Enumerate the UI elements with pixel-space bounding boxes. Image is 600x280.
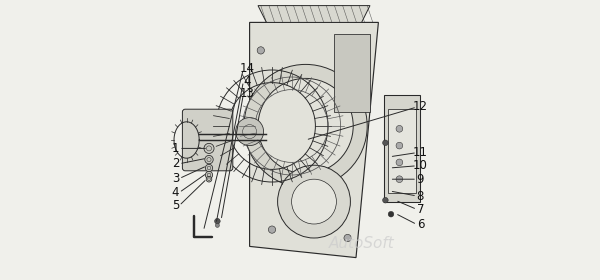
Circle shape (215, 223, 220, 227)
Circle shape (396, 176, 403, 183)
Text: 3: 3 (172, 172, 179, 185)
Text: 10: 10 (413, 159, 428, 172)
Text: 4: 4 (172, 186, 179, 199)
Text: 6: 6 (416, 218, 424, 231)
Circle shape (338, 47, 346, 54)
Circle shape (278, 165, 350, 238)
Circle shape (344, 234, 351, 242)
Circle shape (204, 143, 214, 153)
Text: 13: 13 (240, 87, 255, 100)
Circle shape (205, 155, 213, 164)
Text: AutoSoft: AutoSoft (329, 236, 394, 251)
FancyBboxPatch shape (182, 109, 233, 171)
Circle shape (388, 211, 394, 217)
Circle shape (244, 64, 367, 188)
Polygon shape (258, 6, 370, 22)
Text: 1: 1 (172, 142, 179, 155)
Circle shape (206, 176, 212, 182)
Text: 2: 2 (172, 157, 179, 170)
Circle shape (236, 118, 263, 146)
Text: 8: 8 (417, 190, 424, 202)
Circle shape (396, 125, 403, 132)
Polygon shape (334, 34, 370, 112)
Circle shape (258, 78, 353, 174)
Circle shape (205, 171, 212, 179)
Circle shape (347, 94, 354, 102)
FancyBboxPatch shape (384, 95, 421, 202)
FancyBboxPatch shape (388, 109, 416, 193)
Text: 12: 12 (413, 101, 428, 113)
Circle shape (383, 140, 388, 146)
Circle shape (268, 226, 275, 233)
Circle shape (292, 179, 337, 224)
Polygon shape (250, 22, 379, 258)
Circle shape (383, 197, 388, 203)
Text: 4: 4 (244, 75, 251, 88)
Circle shape (396, 142, 403, 149)
Text: 7: 7 (416, 203, 424, 216)
Circle shape (396, 159, 403, 166)
Circle shape (205, 164, 212, 172)
Circle shape (215, 218, 220, 224)
Text: 11: 11 (413, 146, 428, 159)
Text: 9: 9 (416, 173, 424, 186)
Circle shape (257, 47, 265, 54)
Text: 5: 5 (172, 199, 179, 212)
Text: 14: 14 (240, 62, 255, 75)
